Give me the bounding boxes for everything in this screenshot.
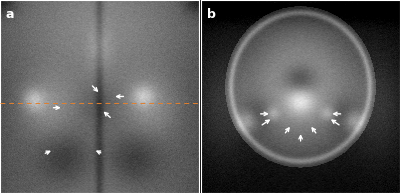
- Text: a: a: [6, 8, 14, 21]
- Text: b: b: [207, 8, 216, 21]
